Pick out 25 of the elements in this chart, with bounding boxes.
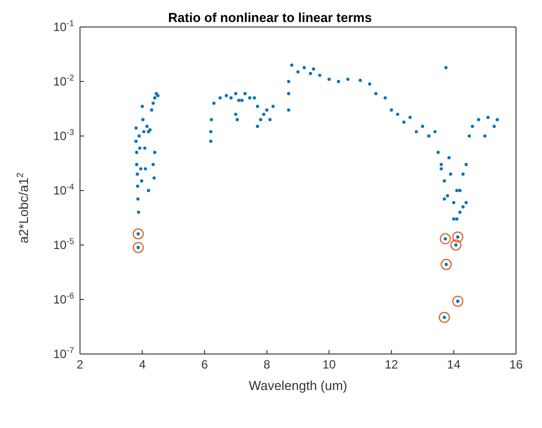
point: [440, 258, 452, 270]
x-tick-label: 12: [384, 358, 398, 372]
x-tick-label: 14: [447, 358, 461, 372]
y-tick-label: 10$^{-5}$: [53, 236, 74, 252]
point: [452, 296, 464, 307]
y-tick-label: 10$^{-7}$: [53, 345, 74, 361]
point: [132, 242, 144, 253]
x-axis-title: Wavelength (um): [248, 378, 348, 393]
point: [450, 240, 462, 250]
y-tick-label: 10$^{-3}$: [53, 127, 74, 143]
point: [438, 312, 450, 323]
y-tick-label: 10$^{-1}$: [53, 18, 74, 34]
x-tick-label: 8: [264, 358, 271, 372]
x-tick-label: 4: [138, 358, 146, 372]
chart-title: Ratio of nonlinear to linear terms: [168, 10, 372, 25]
point: [132, 228, 144, 240]
x-tick-label: 16: [509, 358, 523, 372]
point: [452, 232, 464, 243]
x-tick-label: 2: [76, 358, 84, 372]
y-tick-label: 10$^{-4}$: [53, 182, 74, 198]
y-tick-label: 10$^{-6}$: [53, 290, 74, 306]
x-tick-label: 6: [201, 358, 208, 372]
y-tick-label: 10$^{-2}$: [53, 72, 74, 88]
x-tick-label: 10: [322, 358, 336, 372]
point: [440, 233, 451, 244]
